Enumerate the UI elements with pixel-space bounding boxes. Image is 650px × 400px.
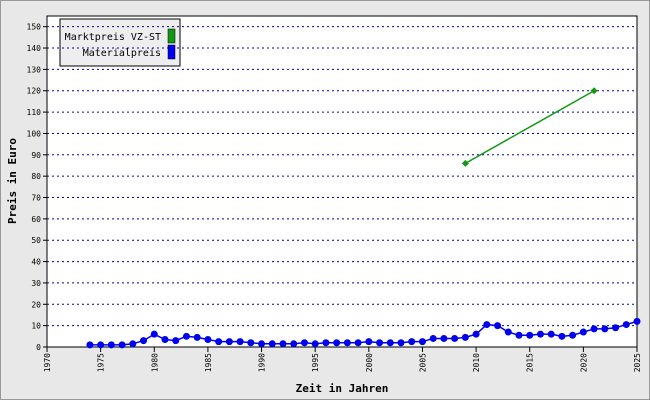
y-tick-label: 140 bbox=[27, 44, 42, 53]
data-point bbox=[633, 317, 641, 325]
data-point bbox=[408, 338, 416, 346]
data-point bbox=[193, 333, 201, 341]
y-tick-label: 10 bbox=[31, 322, 41, 331]
legend-swatch bbox=[167, 28, 176, 44]
data-point bbox=[322, 339, 330, 347]
data-point bbox=[461, 159, 469, 167]
data-point bbox=[365, 338, 373, 346]
data-point bbox=[472, 330, 480, 338]
legend: Marktpreis VZ-ST Materialpreis bbox=[59, 18, 181, 67]
data-point bbox=[107, 341, 115, 349]
y-tick-label: 120 bbox=[27, 87, 42, 96]
data-point bbox=[440, 334, 448, 342]
data-point bbox=[569, 331, 577, 339]
y-tick-label: 80 bbox=[31, 172, 41, 181]
x-tick-label: 2005 bbox=[418, 353, 427, 372]
data-point bbox=[258, 340, 266, 348]
data-point bbox=[300, 339, 308, 347]
data-point bbox=[172, 337, 180, 345]
legend-label: Materialpreis bbox=[83, 48, 161, 59]
data-point bbox=[622, 321, 630, 329]
x-tick-label: 1985 bbox=[204, 353, 213, 372]
data-point bbox=[418, 338, 426, 346]
y-tick-label: 0 bbox=[36, 343, 41, 352]
y-tick-label: 130 bbox=[27, 65, 42, 74]
x-tick-label: 2015 bbox=[526, 353, 535, 372]
y-tick-label: 40 bbox=[31, 258, 41, 267]
data-point bbox=[504, 328, 512, 336]
x-tick-label: 2010 bbox=[472, 353, 481, 372]
data-point bbox=[161, 336, 169, 344]
data-point bbox=[311, 340, 319, 348]
data-point bbox=[494, 322, 502, 330]
data-point bbox=[97, 341, 105, 349]
y-tick-label: 100 bbox=[27, 129, 42, 138]
x-tick-label: 1975 bbox=[97, 353, 106, 372]
y-tick-label: 50 bbox=[31, 236, 41, 245]
data-point bbox=[376, 339, 384, 347]
data-point bbox=[204, 336, 212, 344]
data-point bbox=[483, 321, 491, 329]
data-point bbox=[601, 325, 609, 333]
y-tick-label: 70 bbox=[31, 194, 41, 203]
data-point bbox=[118, 341, 126, 349]
series-line bbox=[89, 320, 638, 346]
x-tick-label: 1980 bbox=[150, 353, 159, 372]
data-point bbox=[129, 340, 137, 348]
x-tick-label: 2025 bbox=[633, 353, 642, 372]
x-tick-label: 1970 bbox=[43, 353, 52, 372]
data-point bbox=[333, 339, 341, 347]
data-point bbox=[290, 340, 298, 348]
data-point bbox=[182, 332, 190, 340]
y-axis-label: Preis in Euro bbox=[6, 138, 19, 224]
y-tick-label: 150 bbox=[27, 23, 42, 32]
y-tick-label: 20 bbox=[31, 300, 41, 309]
data-point bbox=[451, 334, 459, 342]
x-tick-label: 2000 bbox=[365, 353, 374, 372]
data-point bbox=[150, 330, 158, 338]
data-point bbox=[247, 339, 255, 347]
data-point bbox=[386, 339, 394, 347]
data-point bbox=[225, 338, 233, 346]
data-point bbox=[612, 324, 620, 332]
data-point bbox=[140, 337, 148, 345]
data-point bbox=[86, 341, 94, 349]
data-point bbox=[579, 328, 587, 336]
data-point bbox=[429, 334, 437, 342]
plot-area bbox=[46, 15, 638, 348]
x-tick-label: 1995 bbox=[311, 353, 320, 372]
data-point bbox=[558, 332, 566, 340]
y-tick-label: 110 bbox=[27, 108, 42, 117]
data-point bbox=[547, 330, 555, 338]
x-axis-label: Zeit in Jahren bbox=[296, 382, 389, 395]
data-point bbox=[515, 331, 523, 339]
y-tick-label: 60 bbox=[31, 215, 41, 224]
x-tick-label: 2020 bbox=[579, 353, 588, 372]
data-point bbox=[268, 340, 276, 348]
data-point bbox=[526, 331, 534, 339]
data-point bbox=[354, 339, 362, 347]
data-point bbox=[236, 338, 244, 346]
legend-label: Marktpreis VZ-ST bbox=[65, 32, 161, 43]
data-point bbox=[590, 325, 598, 333]
data-point bbox=[590, 87, 598, 95]
data-point bbox=[279, 340, 287, 348]
data-point bbox=[536, 330, 544, 338]
data-point bbox=[215, 338, 223, 346]
data-point bbox=[343, 339, 351, 347]
legend-box bbox=[59, 18, 181, 67]
x-tick-label: 1990 bbox=[258, 353, 267, 372]
data-point bbox=[461, 333, 469, 341]
series-line bbox=[464, 90, 595, 165]
data-point bbox=[397, 339, 405, 347]
y-tick-label: 90 bbox=[31, 151, 41, 160]
legend-swatch bbox=[167, 44, 176, 60]
y-tick-label: 30 bbox=[31, 279, 41, 288]
